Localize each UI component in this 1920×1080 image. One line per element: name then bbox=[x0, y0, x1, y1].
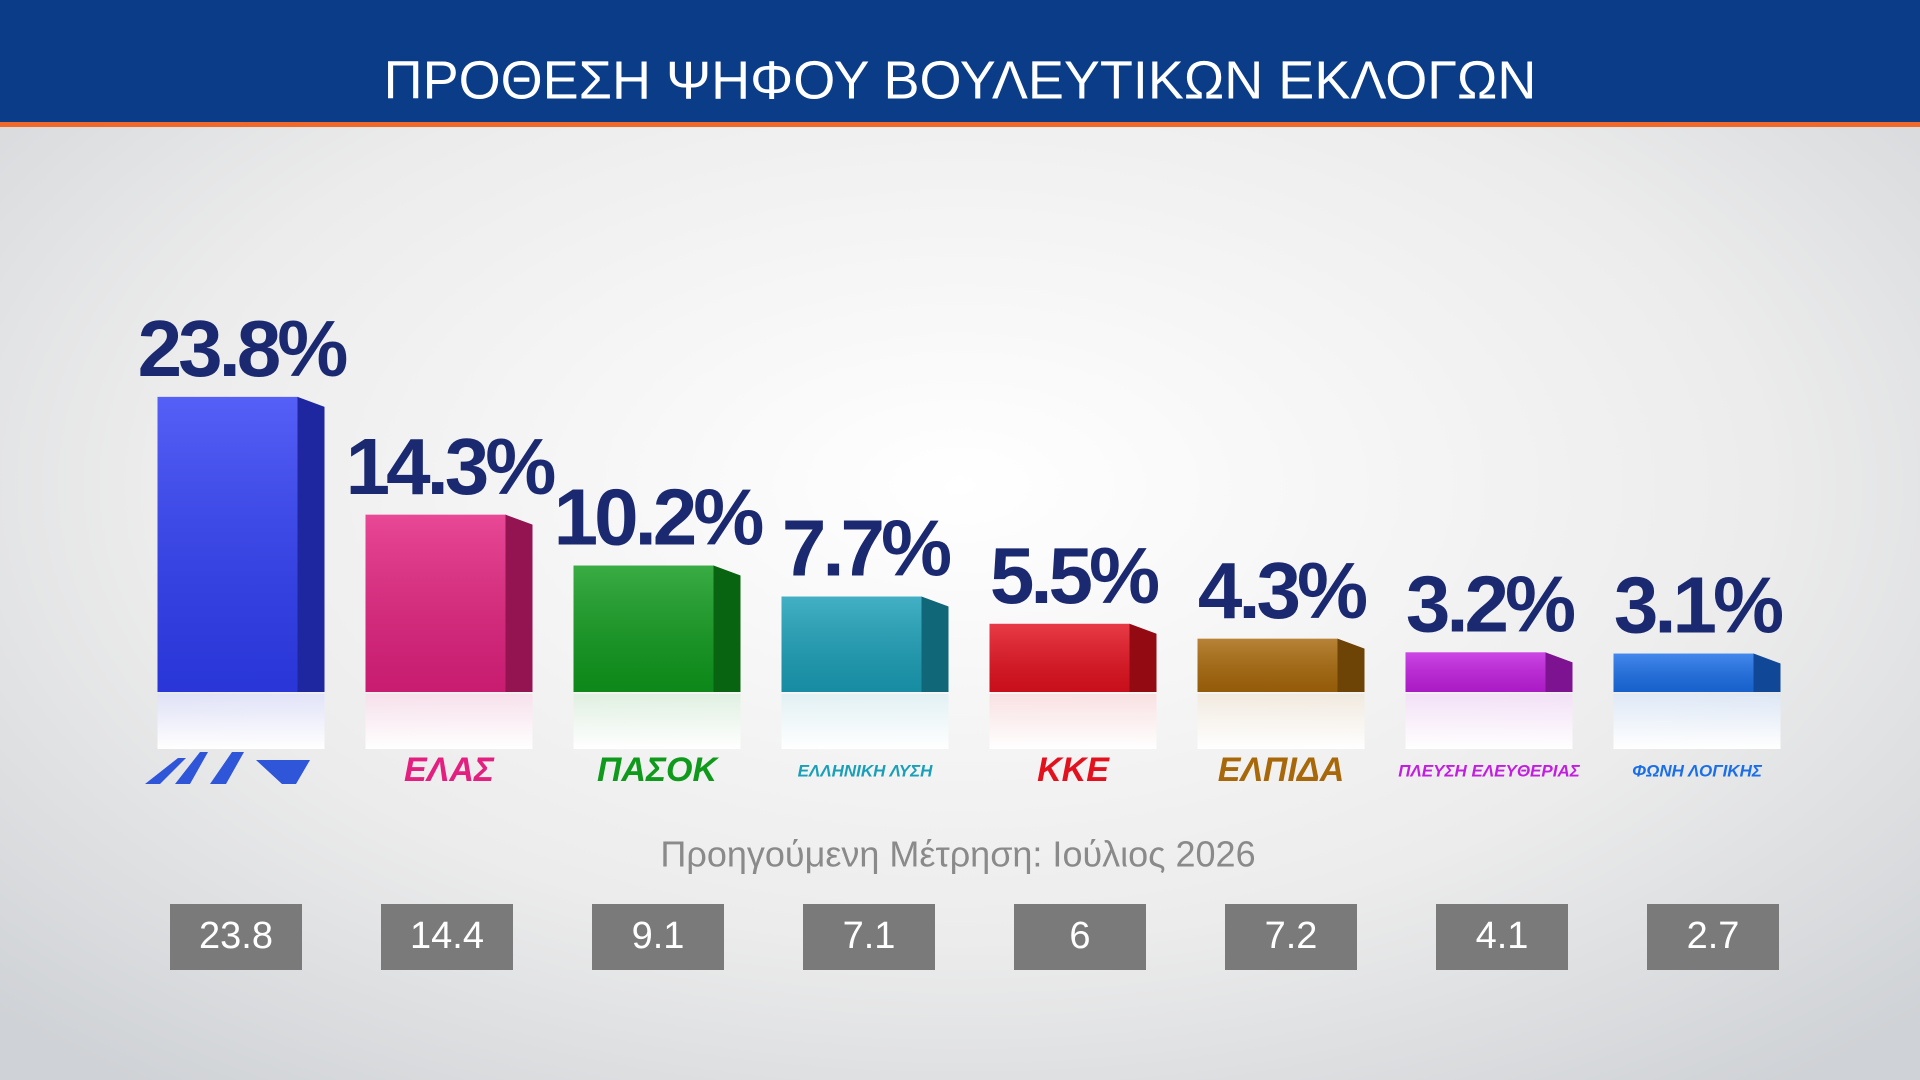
chart-title: ΠΡΟΘΕΣΗ ΨΗΦΟΥ ΒΟΥΛΕΥΤΙΚΩΝ ΕΚΛΟΓΩΝ bbox=[384, 50, 1537, 110]
bar-shine bbox=[989, 623, 1130, 692]
party-label: ΕΛΛΗΝΙΚΗ ΛΥΣΗ bbox=[798, 761, 934, 780]
bar-side-shade bbox=[1545, 652, 1573, 692]
previous-box bbox=[803, 904, 935, 970]
bar-reflection-fade bbox=[157, 694, 325, 749]
bar-side-shade bbox=[505, 514, 533, 692]
previous-title: Προηγούμενη Μέτρηση: Ιούλιος 2026 bbox=[660, 834, 1255, 875]
bar-reflection-fade bbox=[1197, 694, 1365, 749]
previous-value: 7.1 bbox=[843, 915, 896, 957]
bar-reflection-fade bbox=[781, 694, 949, 749]
bar-side-shade bbox=[1129, 623, 1157, 692]
bar-side bbox=[713, 565, 741, 692]
party-label: ΠΛΕΥΣΗ ΕΛΕΥΘΕΡΙΑΣ bbox=[1398, 761, 1581, 780]
bar-shine bbox=[1197, 638, 1338, 692]
value-label: 5.5% bbox=[990, 531, 1159, 620]
previous-value: 7.2 bbox=[1265, 915, 1318, 957]
previous-value: 23.8 bbox=[199, 915, 273, 957]
bar-side-shade bbox=[1753, 653, 1781, 692]
header-accent bbox=[0, 122, 1920, 127]
bar-shine bbox=[1613, 653, 1754, 692]
previous-box bbox=[381, 904, 513, 970]
party-label: ΠΑΣΟΚ bbox=[597, 751, 719, 789]
bar-side bbox=[921, 596, 949, 692]
previous-value: 9.1 bbox=[632, 915, 685, 957]
bar-side-shade bbox=[921, 596, 949, 692]
bar-side-shade bbox=[297, 396, 325, 692]
bar-shine bbox=[365, 514, 506, 692]
bar-side bbox=[505, 514, 533, 692]
previous-box bbox=[1647, 904, 1779, 970]
bar-shine bbox=[157, 396, 298, 692]
bar-shine bbox=[781, 596, 922, 692]
value-label: 3.2% bbox=[1406, 559, 1575, 648]
value-label: 4.3% bbox=[1198, 546, 1367, 635]
party-label: ΕΛΑΣ bbox=[404, 751, 495, 789]
value-label: 23.8% bbox=[138, 304, 348, 393]
value-label: 10.2% bbox=[554, 473, 764, 562]
previous-box bbox=[1014, 904, 1146, 970]
previous-box bbox=[170, 904, 302, 970]
previous-value: 14.4 bbox=[410, 915, 484, 957]
bar-shine bbox=[573, 565, 714, 692]
party-label: ΚΚΕ bbox=[1037, 751, 1110, 789]
bar-reflection-fade bbox=[1613, 694, 1781, 749]
party-label: ΦΩΝΗ ΛΟΓΙΚΗΣ bbox=[1632, 761, 1763, 780]
previous-value: 2.7 bbox=[1687, 915, 1740, 957]
header-bar bbox=[0, 0, 1920, 124]
nd-logo bbox=[145, 752, 310, 784]
bar-side bbox=[1545, 652, 1573, 692]
bar-reflection-fade bbox=[365, 694, 533, 749]
party-label: ΕΛΠΙΔΑ bbox=[1218, 751, 1345, 789]
previous-box bbox=[592, 904, 724, 970]
bar-side-shade bbox=[1337, 638, 1365, 692]
bar-side bbox=[1753, 653, 1781, 692]
bar-reflection-fade bbox=[573, 694, 741, 749]
bar-side bbox=[297, 396, 325, 692]
value-label: 3.1% bbox=[1614, 561, 1783, 650]
bar-reflection-fade bbox=[1405, 694, 1573, 749]
previous-box bbox=[1225, 904, 1357, 970]
bar-side bbox=[1337, 638, 1365, 692]
bar-reflection-fade bbox=[989, 694, 1157, 749]
bar-side-shade bbox=[713, 565, 741, 692]
bar-side bbox=[1129, 623, 1157, 692]
previous-box bbox=[1436, 904, 1568, 970]
value-label: 14.3% bbox=[346, 422, 556, 511]
previous-value: 4.1 bbox=[1476, 915, 1529, 957]
bar-shine bbox=[1405, 652, 1546, 692]
value-label: 7.7% bbox=[782, 504, 951, 593]
previous-value: 6 bbox=[1069, 915, 1090, 957]
